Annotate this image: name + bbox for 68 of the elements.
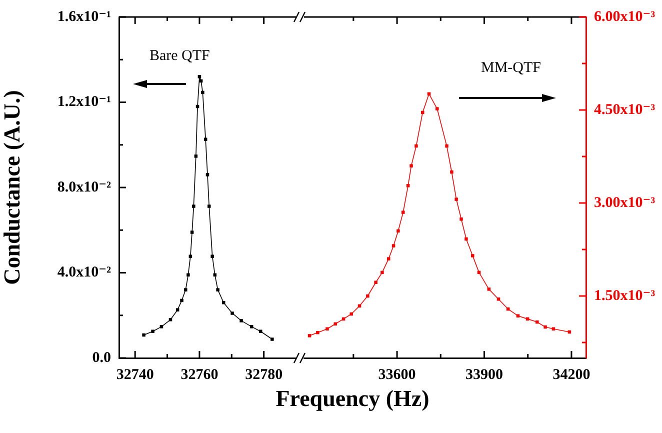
y-tick-label: 8.0x10⁻² [57,179,112,196]
point [544,325,547,329]
point [168,318,172,322]
point [176,308,180,312]
x-tick-label: 32740 [116,366,154,383]
x-axis-title: Frequency (Hz) [274,386,430,412]
point [308,334,312,338]
point [436,107,439,110]
point [258,330,262,333]
point [210,254,214,258]
point [516,314,520,318]
point [192,204,196,208]
point [470,254,474,258]
y-tick-label: 1.2x10⁻¹ [57,94,111,110]
x-tick-label: 32760 [180,366,218,383]
x-tick-label: 33600 [378,366,416,383]
y-tick-label: 0.0 [92,350,111,366]
point [188,254,192,258]
point [194,154,198,158]
point [380,270,384,274]
point [392,244,396,248]
x-tick-label: 33900 [465,366,503,383]
point [240,319,243,322]
point [450,170,454,174]
point [207,204,211,208]
point [536,320,539,324]
y-tick-label: 1.6x10⁻¹ [57,8,111,25]
point [410,164,413,168]
point [201,90,204,94]
point [386,257,390,260]
point [366,294,370,298]
point [151,330,154,333]
point [186,273,190,277]
point [230,312,234,315]
point [216,288,220,292]
point [316,330,320,334]
point [250,325,254,328]
y2-tick-label: 1.50x10⁻³ [594,288,656,304]
point [142,333,146,337]
point [464,237,468,241]
point [402,210,405,214]
y2-tick-label: 3.00x10⁻³ [594,194,656,211]
point [270,338,274,341]
point [487,288,491,291]
y-axis-title: Conductance (A.U.) [0,90,25,285]
point [374,280,378,284]
point [326,327,329,330]
point [460,217,463,221]
point [180,298,184,302]
point [198,75,202,78]
point [204,138,208,141]
point [206,173,210,176]
point [552,327,556,330]
y-tick-label: 4.0x10⁻² [57,264,112,281]
y2-tick-label: 6.00x10⁻³ [594,8,656,25]
point [190,230,194,234]
point [406,184,410,188]
point [396,229,400,233]
series-label: Bare QTF [149,48,210,66]
point [184,288,188,292]
point [445,144,448,148]
point [454,198,458,201]
point [414,144,418,148]
text: MM-QTF [481,60,542,78]
x-tick-label: 34200 [552,366,590,383]
y2-tick-label: 4.50x10⁻³ [594,102,656,118]
x-tick-label: 32780 [245,366,283,383]
point [160,325,164,328]
